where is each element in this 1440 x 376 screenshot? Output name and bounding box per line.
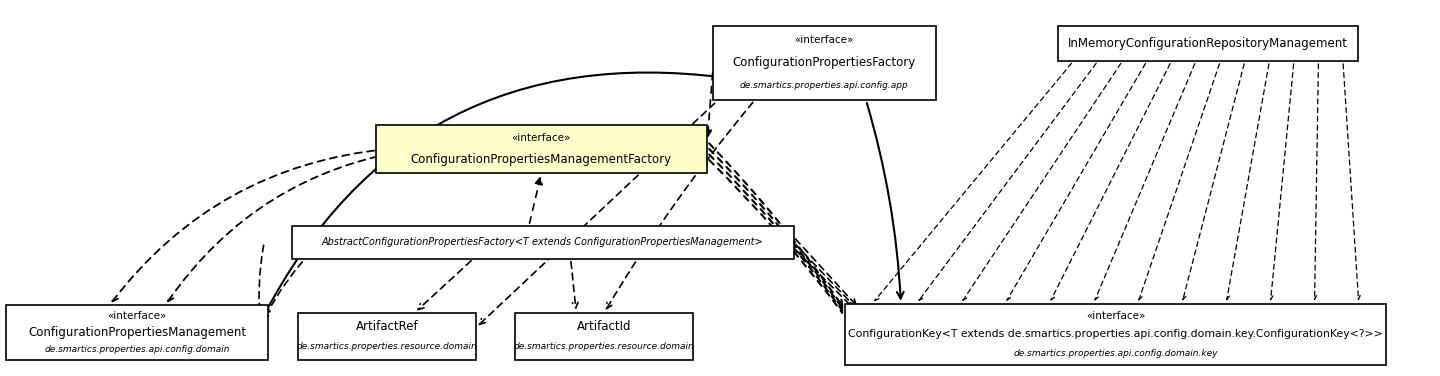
Text: ConfigurationPropertiesManagementFactory: ConfigurationPropertiesManagementFactory — [410, 153, 672, 166]
Text: de.smartics.properties.api.config.app: de.smartics.properties.api.config.app — [740, 81, 909, 90]
Bar — [6, 305, 268, 361]
Text: de.smartics.properties.api.config.domain: de.smartics.properties.api.config.domain — [45, 345, 230, 354]
Bar — [376, 124, 707, 173]
Text: ArtifactRef: ArtifactRef — [356, 320, 418, 333]
Text: ArtifactId: ArtifactId — [577, 320, 631, 333]
Text: de.smartics.properties.resource.domain: de.smartics.properties.resource.domain — [514, 343, 694, 352]
Text: «interface»: «interface» — [795, 35, 854, 45]
Bar — [845, 304, 1385, 365]
Bar — [1058, 26, 1358, 61]
Bar — [516, 313, 693, 361]
Text: AbstractConfigurationPropertiesFactory<T extends ConfigurationPropertiesManageme: AbstractConfigurationPropertiesFactory<T… — [323, 238, 763, 247]
Text: «interface»: «interface» — [1086, 311, 1145, 321]
Text: de.smartics.properties.resource.domain: de.smartics.properties.resource.domain — [297, 343, 477, 352]
Text: «interface»: «interface» — [108, 311, 167, 321]
Text: «interface»: «interface» — [511, 133, 572, 143]
Text: InMemoryConfigurationRepositoryManagement: InMemoryConfigurationRepositoryManagemen… — [1068, 37, 1348, 50]
Text: ConfigurationPropertiesFactory: ConfigurationPropertiesFactory — [733, 56, 916, 70]
Text: ConfigurationKey<T extends de.smartics.properties.api.config.domain.key.Configur: ConfigurationKey<T extends de.smartics.p… — [848, 329, 1382, 340]
Bar — [713, 26, 936, 100]
Bar — [292, 226, 793, 259]
Text: ConfigurationPropertiesManagement: ConfigurationPropertiesManagement — [29, 326, 246, 339]
Text: de.smartics.properties.api.config.domain.key: de.smartics.properties.api.config.domain… — [1014, 349, 1218, 358]
Bar — [298, 313, 477, 361]
